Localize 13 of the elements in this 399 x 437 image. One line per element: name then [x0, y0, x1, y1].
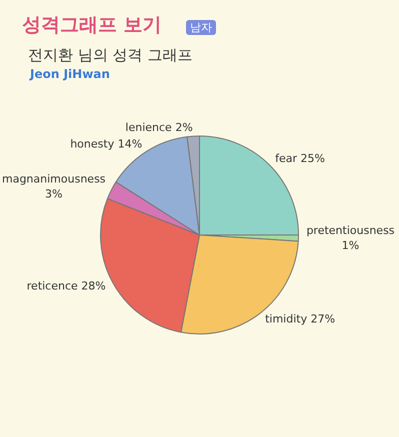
slice-label: timidity 27% — [265, 312, 336, 326]
data-label: 1% — [342, 239, 360, 252]
slice-label: pretentiousness — [306, 224, 395, 238]
slice-label: reticence 28% — [26, 279, 106, 292]
slice-label: honesty 14% — [70, 138, 142, 151]
slice-label: magnanimousness — [2, 172, 106, 186]
text: Jeon JiHwan — [30, 67, 110, 81]
data-label: 3% — [45, 187, 62, 200]
chart-subtitle: 전지환 님의 성격 그래프 — [28, 46, 192, 65]
chart-title: 성격그래프 보기 — [22, 13, 162, 38]
text: 남자 — [186, 20, 216, 35]
slice-label: lenience 2% — [125, 121, 193, 134]
slice-label: fear 25% — [275, 152, 326, 166]
